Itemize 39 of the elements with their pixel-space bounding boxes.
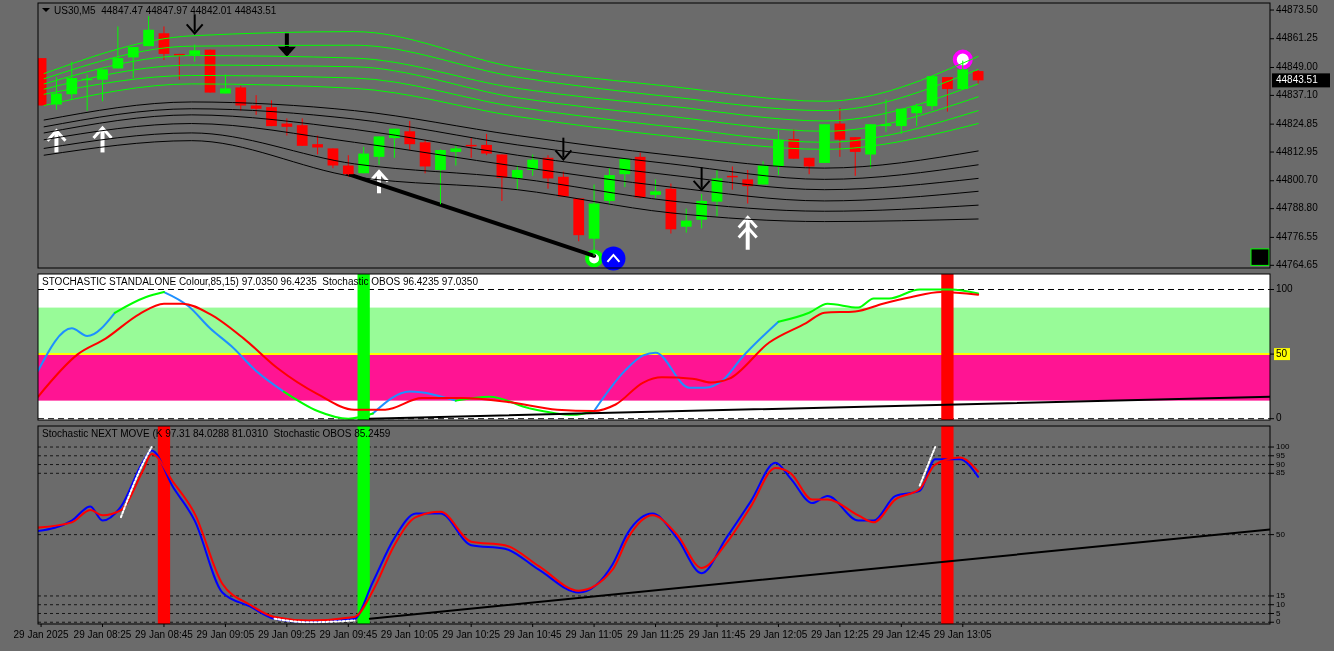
x-tick-label: 29 Jan 08:45 [135,629,194,640]
text: 44843.51 [1276,74,1319,86]
y-tick-label: 44861.25 [1276,32,1319,44]
x-tick-label: 29 Jan 09:25 [257,629,317,640]
x-tick-label: 29 Jan 12:05 [749,629,808,640]
y-tick-label: 44776.55 [1276,231,1319,243]
x-tick-label: 29 Jan 13:05 [933,629,993,640]
x-tick-label: 29 Jan 09:45 [319,629,378,640]
y-tick-label: 100 [1276,283,1294,295]
x-tick-label: 29 Jan 12:45 [872,629,931,640]
x-tick-label: 29 Jan 11:45 [688,629,746,640]
y-tick-label: 44764.65 [1276,258,1319,270]
y-tick-label: 10 [1276,599,1286,609]
x-tick-label: 29 Jan 08:25 [73,629,132,640]
x-tick-label: 29 Jan 10:45 [503,629,562,640]
y-tick-label: 90 [1276,459,1286,469]
y-tick-label: 15 [1276,591,1286,601]
y-tick-label: 50 [1276,529,1286,539]
y-tick-label: 0 [1276,617,1281,627]
x-tick-label: 29 Jan 2025 [13,629,70,640]
x-tick-label: 29 Jan 09:05 [196,629,255,640]
x-tick-label: 29 Jan 10:05 [380,629,440,640]
y-tick-label: 95 [1276,450,1286,460]
y-tick-label: 5 [1276,608,1281,618]
x-tick-label: 29 Jan 11:05 [565,629,624,640]
x-tick-label: 29 Jan 10:25 [442,629,501,640]
y-tick-label: 44788.80 [1276,202,1319,214]
y-tick-label: 44873.50 [1276,3,1319,15]
y-tick-label: 0 [1276,412,1282,424]
y-tick-label: 44824.85 [1276,117,1319,129]
x-tick-label: 29 Jan 12:25 [810,629,870,640]
y-tick-label: 100 [1276,442,1290,452]
y-tick-label: 44837.10 [1276,89,1319,101]
y-tick-label: 44849.00 [1276,61,1319,73]
x-tick-label: 29 Jan 11:25 [626,629,685,640]
y-tick-label: 85 [1276,468,1286,478]
y-tick-label: 44812.95 [1276,145,1319,157]
y-tick-label: 44800.70 [1276,174,1319,186]
chart-title: US30,M5 44847.47 44847.97 44842.01 44843.51 [54,5,277,16]
